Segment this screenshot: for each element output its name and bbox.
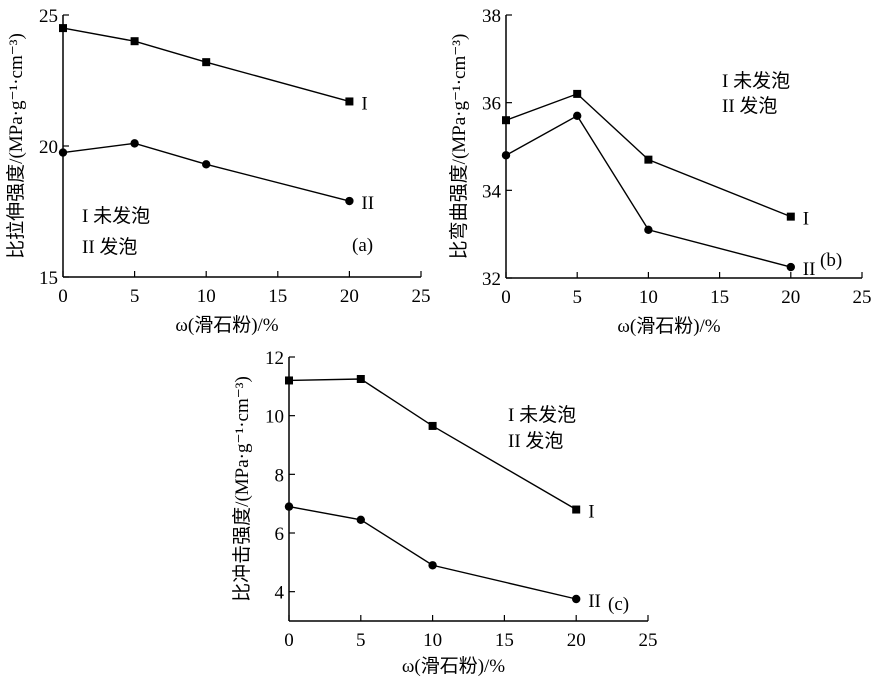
data-point-circle [572,594,581,604]
data-point-square [345,97,354,106]
y-tick-label: 20 [39,137,58,158]
x-tick-label: 10 [423,630,442,651]
series-end-label: I [361,93,367,114]
legend-entry: II 发泡 [508,430,563,452]
x-tick-label: 10 [197,286,216,307]
y-tick-label: 36 [482,94,501,115]
x-tick-label: 20 [340,286,359,307]
data-point-circle [644,225,653,234]
data-point-circle [345,196,354,206]
x-tick-label: 15 [495,630,514,651]
data-point-circle [130,139,139,148]
series-line-2 [62,142,350,202]
series-end-label: II [361,193,374,214]
series-end-label: I [588,502,594,523]
series-line-1 [288,378,577,511]
x-tick-label: 25 [412,286,431,307]
x-tick-label: 15 [710,287,729,308]
series-end-label: I [803,209,809,230]
series-line-2 [505,114,791,268]
panel-label: (b) [820,250,842,271]
x-tick-label: 0 [58,286,68,307]
data-point-square [202,58,211,67]
data-point-circle [786,262,795,272]
y-tick-label: 15 [39,268,58,289]
panel-label: (a) [352,235,373,256]
y-tick-label: 4 [275,583,285,604]
y-axis-label: 比弯曲强度/(MPa·g⁻¹·cm⁻³) [448,34,470,260]
y-axis-label: 比拉伸强度/(MPa·g⁻¹·cm⁻³) [5,33,27,259]
x-tick-label: 5 [572,287,582,308]
chart-b: 0 5 10 15 20 25 32 34 36 38 ω(滑石粉)/% 比弯曲强度/(MPa·g⁻¹… [448,6,872,337]
data-point-square [130,37,139,46]
y-tick-label: 10 [265,407,284,428]
legend-entry: I 未发泡 [82,205,150,227]
x-axis-label: ω(滑石粉)/% [175,314,278,336]
x-tick-label: 15 [268,286,287,307]
data-point-square [573,89,582,98]
y-tick-label: 32 [482,269,501,290]
x-tick-label: 0 [284,630,294,651]
legend-entry: II 发泡 [82,236,137,258]
data-point-circle [573,111,582,121]
data-point-circle [356,515,365,524]
y-tick-label: 6 [275,524,285,545]
legend-entry: I 未发泡 [722,70,790,92]
series-line-1 [62,27,350,103]
y-tick-label: 38 [482,6,501,27]
data-point-circle [58,148,68,157]
legend-entry: I 未发泡 [508,404,576,426]
chart-a: 0 5 10 15 20 25 15 20 25 ω(滑石粉)/% 比拉伸强度/(MPa·g⁻¹·c… [5,6,431,336]
data-point-square [428,421,437,430]
series-line-2 [288,505,577,600]
data-point-circle [284,502,294,511]
y-tick-label: 8 [275,465,285,486]
data-point-square [644,155,653,164]
x-tick-label: 25 [639,630,658,651]
data-point-square [786,212,795,221]
y-tick-label: 25 [39,6,58,27]
legend-entry: II 发泡 [722,95,777,117]
x-axis-label: ω(滑石粉)/% [617,315,720,337]
data-point-square [572,505,581,514]
x-tick-label: 20 [781,287,800,308]
data-point-square [356,375,365,383]
data-point-circle [202,160,211,169]
y-tick-label: 34 [482,181,502,202]
x-tick-label: 10 [639,287,658,308]
data-point-circle [428,561,437,570]
x-tick-label: 25 [853,287,872,308]
x-tick-label: 5 [130,286,140,307]
data-point-circle [501,151,511,160]
x-tick-label: 20 [567,630,586,651]
chart-c: 0 5 10 15 20 25 4 6 8 10 12 ω(滑石粉)/% 比冲击强度/(MPa·g⁻¹·… [231,348,658,677]
data-point-square [59,24,67,33]
data-point-square [285,376,293,385]
panel-label: (c) [608,594,629,615]
x-axis-label: ω(滑石粉)/% [402,655,505,677]
data-point-square [502,116,510,125]
y-tick-label: 12 [265,348,284,369]
series-end-label: II [803,259,816,280]
series-end-label: II [588,591,601,612]
x-tick-label: 0 [501,287,511,308]
x-tick-label: 5 [356,630,366,651]
series-line-1 [505,93,792,218]
y-axis-label: 比冲击强度/(MPa·g⁻¹·cm⁻³) [231,376,253,602]
